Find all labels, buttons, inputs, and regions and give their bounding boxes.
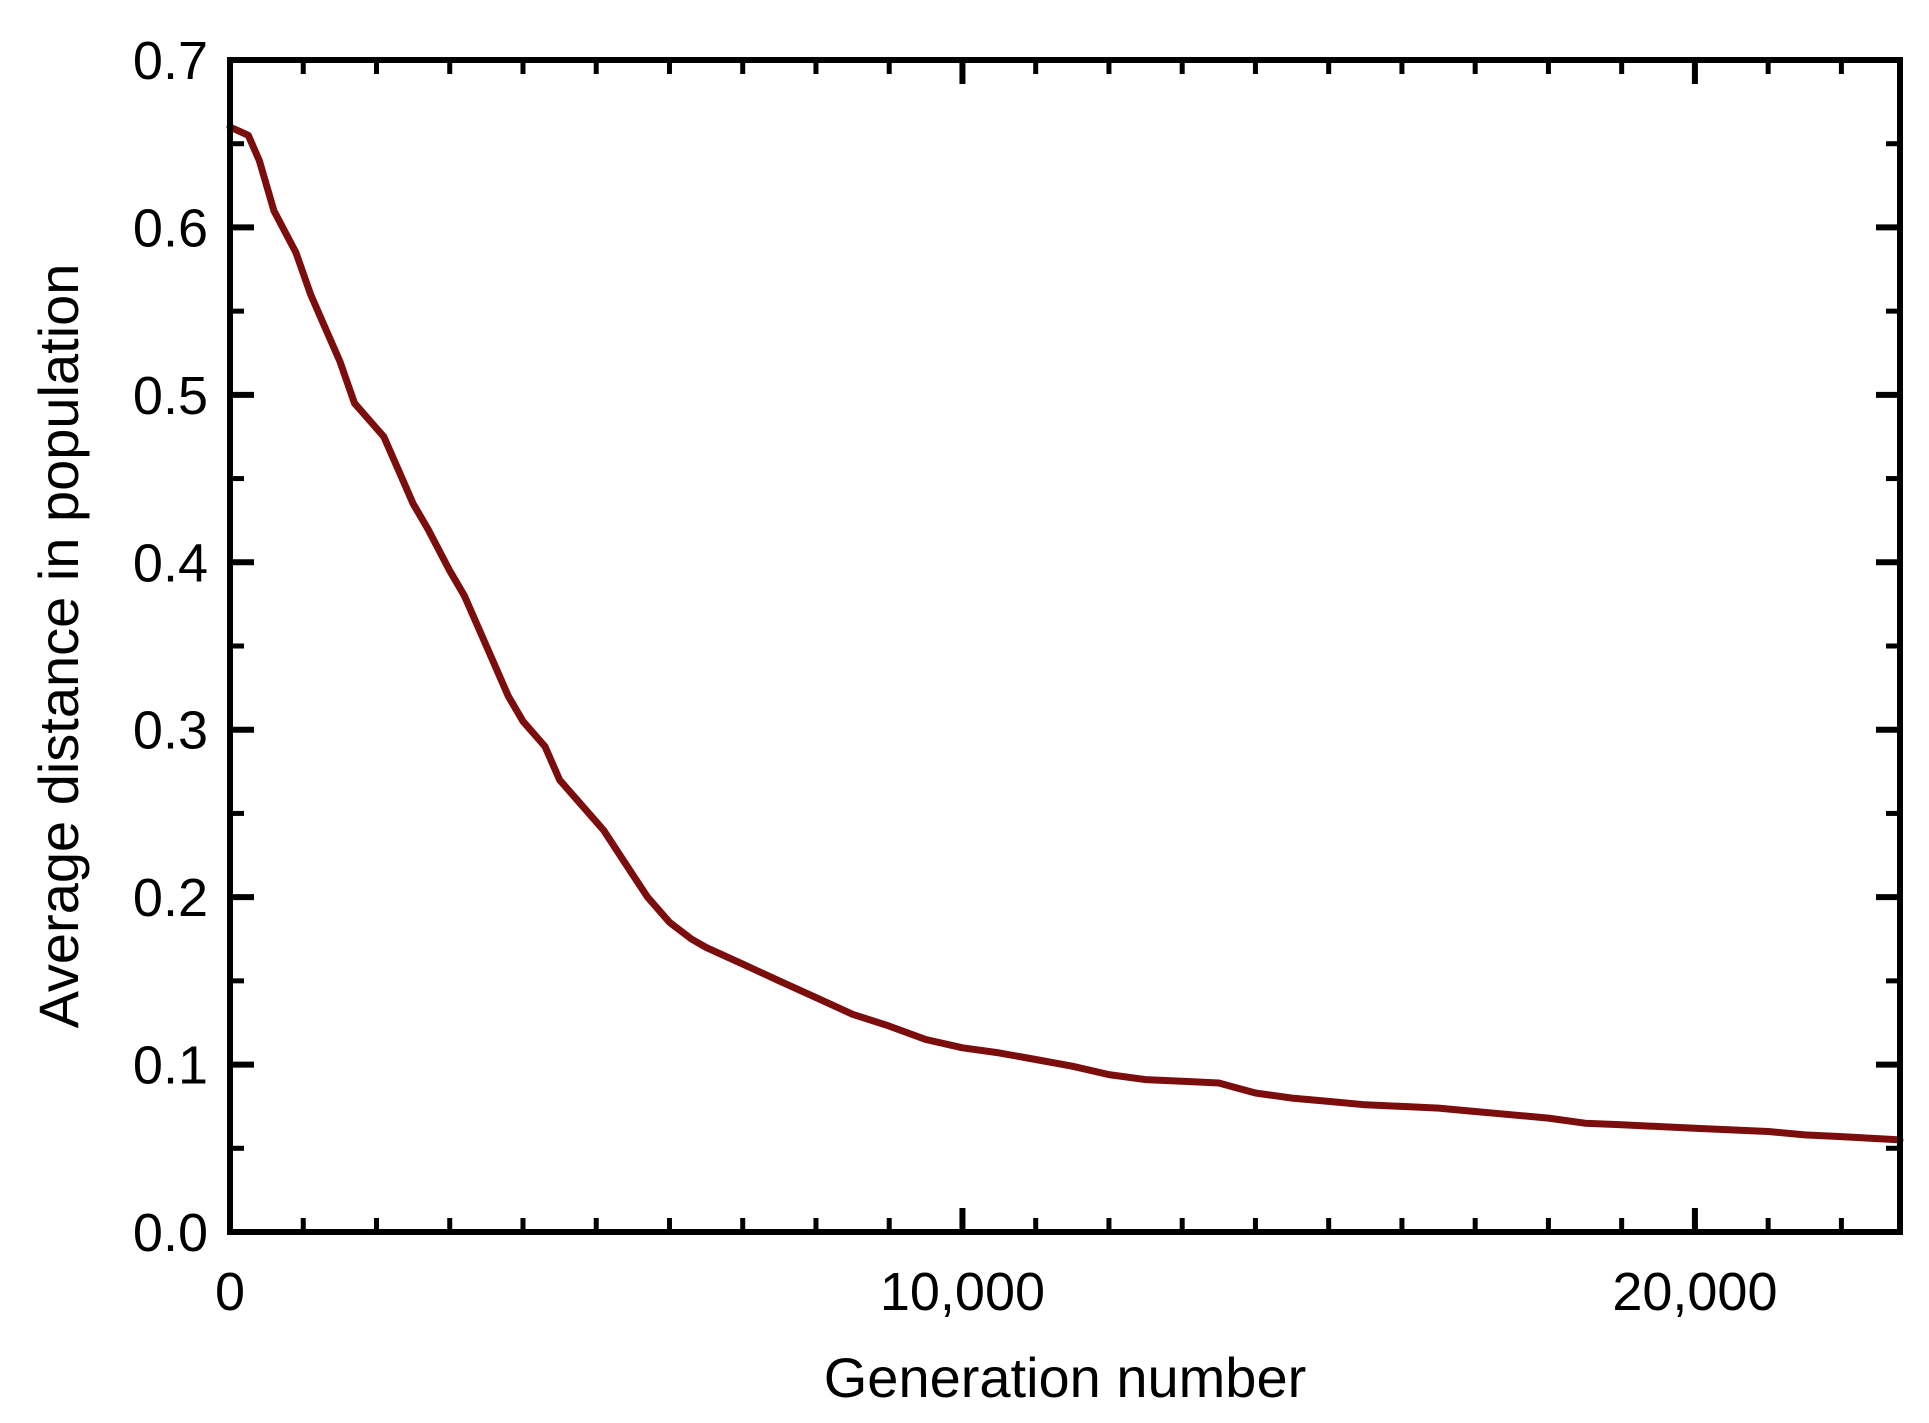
x-tick-label: 20,000	[1612, 1262, 1777, 1322]
y-axis-ticks	[230, 57, 1900, 1235]
y-tick-label: 0.5	[133, 366, 208, 426]
y-tick-label: 0.6	[133, 198, 208, 258]
x-tick-label: 0	[215, 1262, 245, 1322]
series-line	[226, 123, 1904, 1144]
y-axis-label: Average distance in population	[27, 264, 90, 1029]
x-tick-label: 10,000	[880, 1262, 1045, 1322]
x-axis-label: Generation number	[824, 1346, 1307, 1409]
y-tick-label: 0.4	[133, 533, 208, 593]
y-axis-tick-labels: 0.0 0.1 0.2 0.3 0.4 0.5 0.6 0.7	[133, 31, 208, 1263]
plot-frame	[227, 57, 1903, 1235]
y-tick-label: 0.0	[133, 1203, 208, 1263]
y-tick-label: 0.1	[133, 1036, 208, 1096]
x-axis-tick-labels: 0 10,000 20,000	[215, 1262, 1778, 1322]
y-tick-label: 0.7	[133, 31, 208, 91]
y-tick-label: 0.2	[133, 868, 208, 928]
y-tick-label: 0.3	[133, 701, 208, 761]
